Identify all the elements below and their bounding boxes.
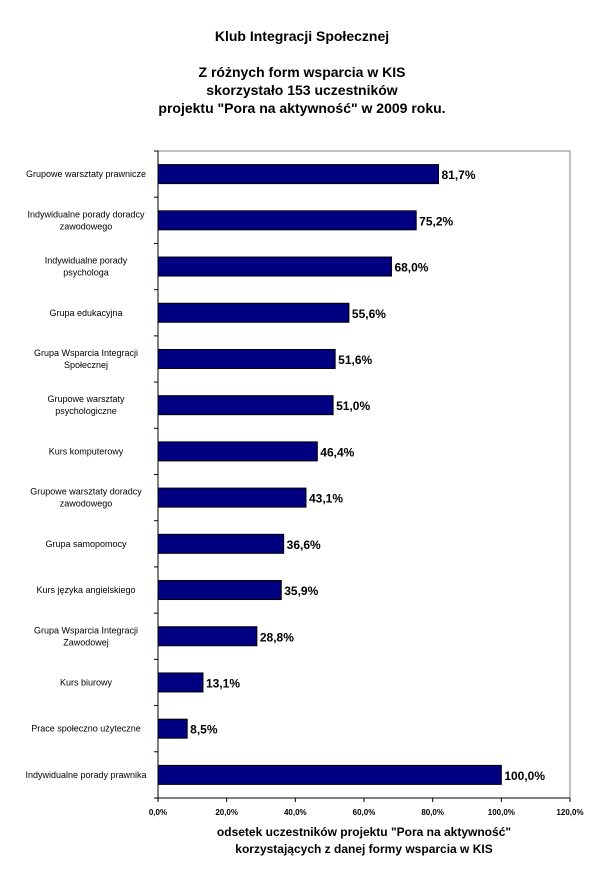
category-label: Grupa edukacyjna	[49, 308, 122, 318]
x-axis-label-line-1: odsetek uczestników projektu "Pora na ak…	[217, 825, 511, 839]
data-label: 35,9%	[284, 584, 318, 598]
bar	[157, 302, 350, 323]
data-label: 51,0%	[336, 399, 370, 413]
category-label: Kurs języka angielskiego	[36, 585, 135, 595]
category-label: Grupowe warsztaty psychologiczne	[47, 394, 125, 416]
data-label: 13,1%	[206, 676, 240, 690]
x-axis-label-line-2: korzystających z danej formy wsparcia w …	[235, 842, 492, 856]
x-tick-label: 0,0%	[149, 808, 167, 817]
bar	[157, 348, 336, 369]
x-tick-label: 100,0%	[488, 808, 515, 817]
bar	[157, 164, 440, 185]
category-label: Grupowe warsztaty prawnicze	[26, 169, 146, 179]
category-label: Prace społeczno użyteczne	[31, 724, 141, 734]
data-label: 43,1%	[309, 492, 343, 506]
category-label: Indywidualne porady doradcy zawodowego	[27, 209, 145, 231]
x-tick-label: 120,0%	[556, 808, 583, 817]
data-label: 100,0%	[504, 769, 545, 783]
category-label: Indywidualne porady psychologa	[45, 256, 128, 278]
category-label: Grupowe warsztaty doradcy zawodowego	[30, 487, 142, 509]
data-label: 28,8%	[260, 630, 294, 644]
bar	[157, 395, 334, 416]
bar	[157, 672, 204, 693]
data-label: 68,0%	[394, 261, 428, 275]
category-label: Indywidualne porady prawnika	[25, 770, 146, 780]
bar	[157, 626, 258, 647]
data-label: 8,5%	[190, 723, 218, 737]
chart-subtitle-line-3: projektu "Pora na aktywność" w 2009 roku…	[158, 100, 445, 116]
data-label: 46,4%	[320, 445, 354, 459]
category-label: Grupa Wsparcia Integracji Społecznej	[34, 348, 138, 370]
x-tick-label: 40,0%	[284, 808, 307, 817]
data-label: 81,7%	[442, 168, 476, 182]
category-label: Kurs komputerowy	[49, 446, 124, 456]
chart-title: Klub Integracji Społecznej	[215, 28, 389, 44]
data-label: 55,6%	[352, 307, 386, 321]
bar	[157, 487, 307, 508]
chart-subtitle-line-2: skorzystało 153 uczestników	[206, 82, 398, 98]
data-label: 75,2%	[419, 214, 453, 228]
x-tick-label: 60,0%	[353, 808, 376, 817]
category-label: Grupa Wsparcia Integracji Zawodowej	[34, 625, 138, 647]
data-label: 36,6%	[287, 538, 321, 552]
category-label: Kurs biurowy	[60, 677, 113, 687]
category-label: Grupa samopomocy	[45, 539, 127, 549]
bar	[157, 533, 285, 554]
plot-area: 0,0% 20,0% 40,0% 60,0% 80,0% 100,0% 120,0% 81,7…	[25, 150, 584, 817]
bar	[157, 718, 188, 739]
bar	[157, 256, 392, 277]
chart-subtitle-line-1: Z różnych form wsparcia w KIS	[199, 64, 406, 80]
x-tick-label: 80,0%	[421, 808, 444, 817]
data-label: 51,6%	[338, 353, 372, 367]
x-tick-label: 20,0%	[215, 808, 238, 817]
bar	[157, 580, 282, 601]
bar	[157, 210, 417, 231]
bar	[157, 764, 502, 785]
bar	[157, 441, 318, 462]
